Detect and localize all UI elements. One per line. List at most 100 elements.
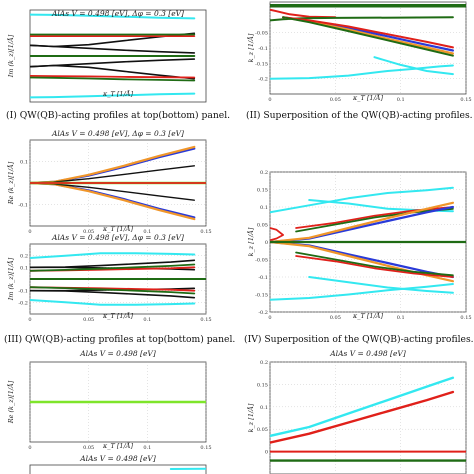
y-tick-label: -0.1 — [258, 275, 268, 281]
y-tick-label: -0.15 — [255, 61, 268, 67]
chart-panel-4: 0 0.05 0.1 0.15 0.2 0.1 -0.1 -0.2 AlAs V = 0.498… — [6, 233, 212, 323]
series-line-3 — [270, 16, 454, 22]
chart-title: AlAs V = 0.498 [eV], Δφ = 0.3 [eV] — [51, 233, 184, 242]
series-line-1 — [30, 13, 196, 20]
x-tick-label: 0.15 — [200, 445, 211, 451]
series-line-9 — [270, 201, 454, 244]
y-tick-label: 0.15 — [257, 382, 268, 388]
series-line-13 — [295, 251, 454, 277]
x-axis-label: κ_T [1/Å] — [352, 93, 383, 102]
series-line-6 — [30, 58, 196, 68]
chart-title: AlAs V = 0.498 [eV], Δφ = 0.3 [eV] — [51, 129, 184, 138]
y-tick-label: 0.1 — [20, 265, 28, 271]
y-tick-label: -0.05 — [255, 31, 268, 37]
series-line-7 — [295, 207, 454, 233]
chart-panel-7: AlAs V = 0.498 [eV] — [29, 454, 207, 474]
series-line-7 — [282, 16, 454, 57]
y-tick-label: -0.05 — [255, 258, 268, 264]
caption-panel-4: (IV) Superposition of the QW(QB)-acting … — [244, 334, 474, 345]
y-tick-label: -0.1 — [18, 203, 28, 209]
x-axis-label: κ_T [1/Å] — [352, 311, 383, 320]
y-tick-label: 0.2 — [260, 170, 268, 176]
caption-panel-2: (II) Superposition of the QW(QB)-acting … — [246, 110, 473, 121]
y-tick-label: 0.15 — [257, 188, 268, 194]
x-tick-label: 0.15 — [460, 97, 471, 103]
series-line-8 — [30, 75, 196, 79]
y-axis-label: k_z [1/Å] — [246, 403, 255, 432]
x-tick-label: 0.05 — [83, 229, 94, 235]
series-line-8 — [270, 64, 454, 80]
y-axis-label: Re (k_z)[1/Å] — [6, 380, 15, 424]
y-tick-label: 0.1 — [260, 405, 268, 411]
y-tick-label: 0.1 — [260, 205, 268, 211]
chart-panel-2: 0 0.05 0.1 0.15 -0.05 -0.1 -0.15 -0.2 κ_T [1/Å] k… — [246, 1, 472, 103]
x-axis-label: κ_T [1/Å] — [102, 89, 133, 98]
x-axis-label: κ_T [1/Å] — [102, 311, 133, 320]
y-axis-label: Re (k_z)[1/Å] — [6, 161, 15, 205]
chart-title: AlAs V = 0.498 [eV], Δφ = 0.3 [eV] — [51, 9, 184, 18]
x-tick-label: 0.05 — [330, 97, 341, 103]
series-line-4 — [30, 44, 196, 54]
series-line-2 — [270, 390, 455, 444]
y-tick-label: 0.2 — [260, 360, 268, 366]
y-tick-label: 0.05 — [257, 427, 268, 433]
plot-frame — [29, 464, 207, 474]
y-tick-label: 0.05 — [257, 223, 268, 229]
series-line-12 — [295, 255, 454, 278]
x-tick-label: 0.05 — [83, 317, 94, 323]
y-axis-label: Im (k_z)[1/Å] — [6, 34, 15, 78]
x-tick-label: 0.05 — [330, 315, 341, 321]
series-line-9 — [373, 56, 454, 76]
y-axis-label: k_z [1/Å] — [246, 33, 255, 62]
x-tick-label: 0 — [268, 315, 271, 321]
y-tick-label: 0.2 — [20, 254, 28, 260]
caption-panel-3: (III) QW(QB)-acting profiles at top(bott… — [4, 334, 236, 345]
x-tick-label: 0 — [268, 97, 271, 103]
series-line-5 — [270, 227, 285, 242]
y-axis-label: Im (k_z)[1/Å] — [6, 257, 15, 301]
x-tick-label: 0.15 — [200, 317, 211, 323]
y-tick-label: 0.1 — [20, 160, 28, 166]
y-tick-label: -0.1 — [258, 46, 268, 52]
series-line-1 — [270, 186, 454, 214]
series-line-4 — [308, 276, 454, 294]
series-line-9 — [30, 76, 196, 82]
x-tick-label: 0.15 — [460, 315, 471, 321]
y-tick-label: 0 — [265, 240, 268, 246]
series-line-2 — [30, 299, 196, 306]
series-line-4 — [30, 259, 196, 269]
series-line-3 — [270, 283, 454, 301]
chart-panel-6: 0 0.05 0.1 0.15 AlAs V = 0.498 [eV] κ_T [1/Å]… — [6, 349, 212, 451]
x-tick-label: 0.1 — [143, 317, 151, 323]
x-tick-label: 0 — [28, 445, 31, 451]
series-line-2 — [270, 8, 337, 19]
x-tick-label: 0.1 — [397, 97, 405, 103]
x-tick-label: 0 — [28, 229, 31, 235]
x-axis-label: κ_T [1/Å] — [102, 224, 133, 233]
series-line-10 — [30, 286, 196, 295]
chart-panel-3: 0 0.05 0.1 0.15 0.1 -0.1 AlAs V = 0.498 [eV], … — [6, 129, 212, 235]
x-tick-label: 0.05 — [83, 445, 94, 451]
y-tick-label: -0.2 — [18, 300, 28, 306]
series-line-1 — [270, 376, 455, 438]
y-tick-label: 0 — [265, 450, 268, 456]
x-tick-label: 0.15 — [200, 229, 211, 235]
series-line-6 — [282, 16, 454, 49]
x-tick-label: 0 — [28, 317, 31, 323]
chart-panel-1: AlAs V = 0.498 [eV], Δφ = 0.3 [eV] κ_T [1… — [6, 9, 207, 103]
y-tick-label: -0.2 — [258, 310, 268, 316]
caption-panel-1: (I) QW(QB)-acting profiles at top(bottom… — [6, 110, 231, 121]
series-line-6 — [30, 289, 196, 299]
series-line-11 — [270, 240, 454, 283]
chart-title: AlAs V = 0.498 [eV] — [79, 349, 156, 358]
chart-title: AlAs V = 0.498 [eV] — [329, 349, 406, 358]
y-tick-label: -0.15 — [255, 293, 268, 299]
x-axis-label: κ_T [1/Å] — [102, 441, 133, 450]
x-tick-label: 0.1 — [143, 229, 151, 235]
y-tick-label: -0.2 — [258, 77, 268, 83]
series-line-1 — [30, 252, 196, 259]
y-tick-label: -0.1 — [18, 289, 28, 295]
series-line-2 — [30, 92, 196, 99]
